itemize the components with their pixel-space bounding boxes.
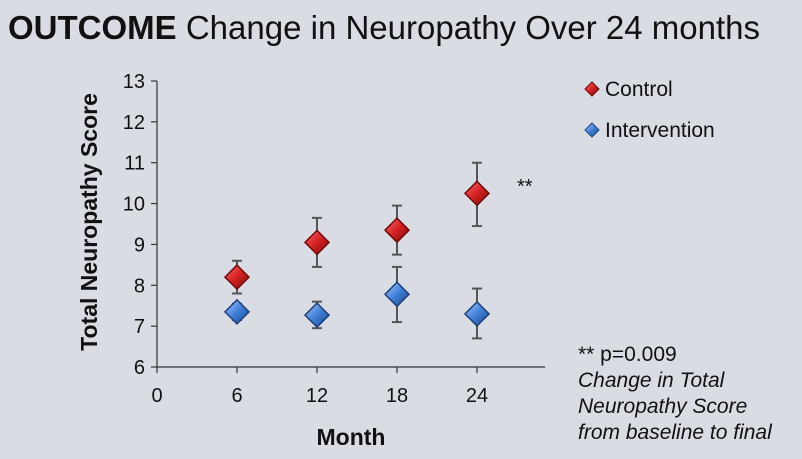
chart-title: OUTCOME Change in Neuropathy Over 24 mon… [8, 8, 760, 48]
y-tick-label: 6 [134, 357, 145, 379]
significance-marker: ** [517, 176, 533, 198]
data-point [463, 180, 491, 207]
data-marks: ** [223, 161, 533, 340]
x-tick-label: 24 [466, 385, 488, 407]
data-point [223, 298, 251, 325]
y-tick-label: 9 [134, 234, 145, 256]
x-tick-label: 0 [151, 385, 162, 407]
pvalue-text: ** p=0.009 [578, 343, 677, 366]
x-axis-label: Month [317, 424, 386, 450]
note-line-3: from baseline to final [578, 421, 772, 444]
x-tick-label: 6 [231, 385, 242, 407]
y-tick-label: 10 [123, 194, 145, 216]
data-point [383, 281, 411, 308]
legend-marker [584, 81, 600, 97]
y-tick-label: 13 [123, 71, 145, 93]
y-tick-label: 11 [124, 153, 145, 175]
legend: Control Intervention [584, 78, 715, 142]
y-tick-label: 12 [123, 112, 145, 134]
y-axis-label: Total Neuropathy Score [76, 93, 102, 351]
title-rest: Change in Neuropathy Over 24 months [185, 9, 761, 46]
data-point [223, 264, 251, 291]
stat-note: ** p=0.009 Change in Total Neuropathy Sc… [578, 342, 772, 446]
data-point [463, 300, 491, 327]
x-tick-label: 12 [306, 385, 328, 407]
y-tick-label: 7 [134, 316, 145, 338]
x-tick-label: 18 [386, 385, 408, 407]
note-line-2: Neuropathy Score [578, 395, 748, 418]
data-point [383, 217, 411, 244]
data-point [303, 302, 331, 329]
title-lead: OUTCOME [8, 9, 177, 46]
data-point [303, 229, 331, 256]
legend-marker [584, 122, 600, 138]
y-tick-label: 8 [134, 275, 145, 297]
note-line-1: Change in Total [578, 369, 725, 392]
legend-label: Intervention [605, 119, 715, 142]
legend-label: Control [605, 78, 673, 101]
